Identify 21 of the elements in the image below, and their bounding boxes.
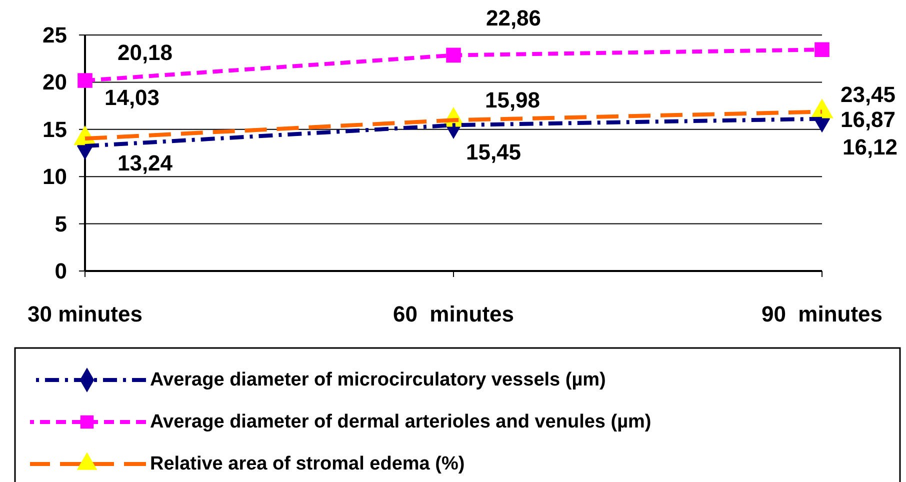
- y-tick-label: 0: [54, 258, 67, 284]
- data-label: 20,18: [117, 40, 173, 65]
- y-tick-label: 10: [42, 164, 67, 190]
- data-label: 16,12: [842, 134, 898, 160]
- y-tick-label: 5: [54, 211, 67, 236]
- x-tick-label: 30 minutes: [28, 302, 142, 326]
- x-tick-label: 60 minutes: [392, 302, 514, 326]
- data-label: 23,45: [840, 82, 896, 108]
- x-tick-label: 90 minutes: [761, 302, 883, 326]
- data-label: 13,24: [117, 150, 174, 176]
- data-label: 15,45: [466, 140, 522, 165]
- y-tick-label: 20: [42, 70, 67, 95]
- data-label: 22,86: [486, 6, 542, 31]
- legend-label: Average diameter of microcirculatory vessels (µm): [150, 370, 606, 390]
- data-label: 16,87: [840, 107, 896, 132]
- y-tick-label: 15: [42, 116, 67, 142]
- y-tick-label: 25: [42, 22, 67, 48]
- data-label: 14,03: [104, 85, 160, 110]
- legend-label: Average diameter of dermal arterioles and venules (µm): [150, 412, 652, 432]
- legend-label: Relative area of stromal edema (%): [150, 454, 465, 474]
- data-label: 15,98: [484, 88, 540, 113]
